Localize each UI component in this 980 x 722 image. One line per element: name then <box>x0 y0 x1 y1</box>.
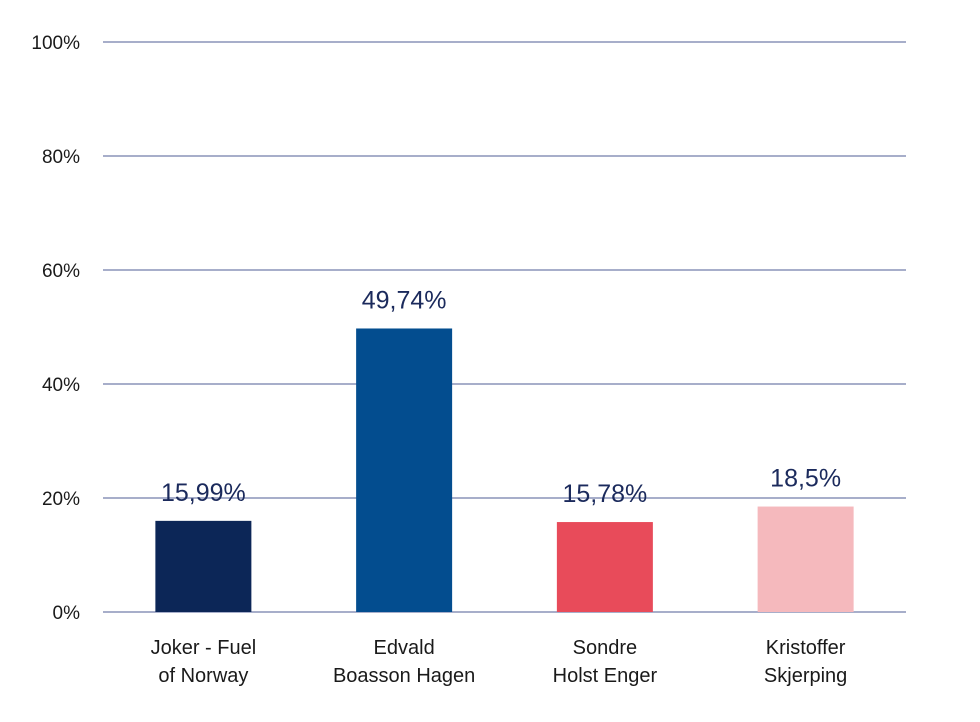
x-tick-label: Boasson Hagen <box>333 665 475 687</box>
y-tick-label: 0% <box>53 603 81 624</box>
y-axis: 0% 20% 40% 60% 80% 100% <box>31 33 80 624</box>
data-label: 15,78% <box>562 480 647 508</box>
x-tick-label: Holst Enger <box>553 665 658 687</box>
x-tick-label: Edvald <box>374 637 435 659</box>
y-tick-label: 60% <box>42 261 80 282</box>
data-labels: 15,99% 49,74% 15,78% 18,5% <box>161 286 841 508</box>
bar <box>757 506 854 612</box>
x-tick-label: Joker - Fuel <box>151 637 257 659</box>
x-axis: Joker - Fuel of Norway Edvald Boasson Hagen… <box>151 637 848 687</box>
bar <box>155 520 252 612</box>
data-label: 49,74% <box>362 286 447 314</box>
bars <box>155 328 854 612</box>
x-tick-label: of Norway <box>158 665 248 687</box>
y-tick-label: 20% <box>42 489 80 510</box>
data-label: 15,99% <box>161 479 246 507</box>
x-tick-label: Kristoffer <box>766 637 846 659</box>
x-tick-label: Skjerping <box>764 665 847 687</box>
bar <box>356 328 453 612</box>
y-tick-label: 40% <box>42 375 80 396</box>
y-tick-label: 100% <box>31 33 80 54</box>
bar <box>556 522 653 612</box>
y-tick-label: 80% <box>42 147 80 168</box>
data-label: 18,5% <box>770 465 841 493</box>
x-tick-label: Sondre <box>573 637 638 659</box>
